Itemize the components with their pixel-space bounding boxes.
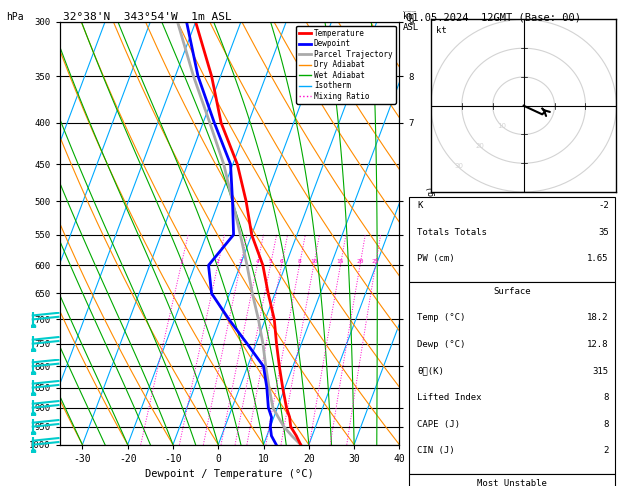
Text: 8: 8 xyxy=(603,393,609,402)
Text: 1: 1 xyxy=(179,260,183,264)
Text: 3: 3 xyxy=(238,260,242,264)
Text: CAPE (J): CAPE (J) xyxy=(418,420,460,429)
Text: -2: -2 xyxy=(598,201,609,210)
Bar xyxy=(409,197,615,282)
Legend: Temperature, Dewpoint, Parcel Trajectory, Dry Adiabat, Wet Adiabat, Isotherm, Mi: Temperature, Dewpoint, Parcel Trajectory… xyxy=(296,26,396,104)
Text: 8: 8 xyxy=(298,260,301,264)
Text: 8: 8 xyxy=(603,420,609,429)
Text: Most Unstable: Most Unstable xyxy=(477,479,547,486)
Y-axis label: Mixing Ratio (g/kg): Mixing Ratio (g/kg) xyxy=(427,186,437,281)
Text: kt: kt xyxy=(437,26,447,35)
Text: θᴄ(K): θᴄ(K) xyxy=(418,366,444,376)
Text: Mixing Ratio (g/kg): Mixing Ratio (g/kg) xyxy=(403,11,416,13)
Text: Dewp (°C): Dewp (°C) xyxy=(418,340,465,349)
Text: Totals Totals: Totals Totals xyxy=(418,228,487,237)
Text: 2: 2 xyxy=(216,260,220,264)
Text: PW (cm): PW (cm) xyxy=(418,254,455,263)
Text: 10: 10 xyxy=(498,123,506,129)
Text: K: K xyxy=(418,201,423,210)
Bar xyxy=(409,474,615,486)
Text: hPa: hPa xyxy=(6,12,24,22)
Text: 10: 10 xyxy=(310,260,318,264)
Text: 15: 15 xyxy=(337,260,344,264)
Bar xyxy=(409,282,615,474)
Text: 4: 4 xyxy=(255,260,259,264)
Text: 20: 20 xyxy=(356,260,364,264)
Text: 01.05.2024  12GMT (Base: 00): 01.05.2024 12GMT (Base: 00) xyxy=(406,12,581,22)
Text: 6: 6 xyxy=(280,260,284,264)
Text: 32°38'N  343°54'W  1m ASL: 32°38'N 343°54'W 1m ASL xyxy=(63,12,231,22)
Text: CIN (J): CIN (J) xyxy=(418,446,455,455)
Text: 5: 5 xyxy=(269,260,272,264)
Text: Surface: Surface xyxy=(493,287,531,296)
Text: 18.2: 18.2 xyxy=(587,313,609,322)
Text: 12.8: 12.8 xyxy=(587,340,609,349)
Text: 2: 2 xyxy=(603,446,609,455)
Text: 35: 35 xyxy=(598,228,609,237)
Text: Lifted Index: Lifted Index xyxy=(418,393,482,402)
Text: 20: 20 xyxy=(476,143,485,149)
Text: 315: 315 xyxy=(593,366,609,376)
Text: 1.65: 1.65 xyxy=(587,254,609,263)
Text: Temp (°C): Temp (°C) xyxy=(418,313,465,322)
X-axis label: Dewpoint / Temperature (°C): Dewpoint / Temperature (°C) xyxy=(145,469,314,479)
Text: 30: 30 xyxy=(454,163,463,169)
Text: 25: 25 xyxy=(372,260,379,264)
Text: km
ASL: km ASL xyxy=(403,12,419,32)
